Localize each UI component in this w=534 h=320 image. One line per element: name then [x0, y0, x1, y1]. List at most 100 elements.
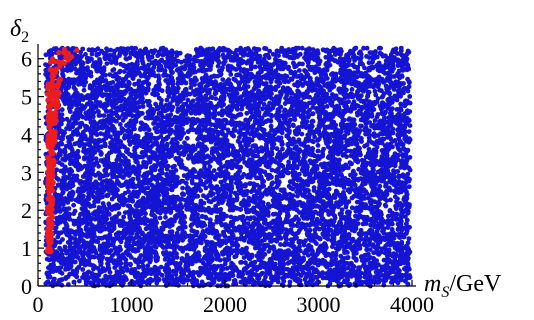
data-point: [372, 118, 378, 123]
data-point: [364, 142, 370, 148]
data-point: [402, 136, 408, 142]
data-point: [238, 112, 244, 117]
data-point: [106, 249, 112, 255]
data-point: [245, 174, 250, 180]
data-point: [379, 272, 385, 278]
data-point: [184, 206, 190, 212]
data-point: [221, 60, 227, 65]
data-point: [245, 84, 251, 89]
data-point: [80, 94, 86, 100]
data-point: [297, 68, 302, 73]
data-point: [315, 148, 321, 154]
data-point: [401, 90, 406, 96]
data-point: [96, 282, 101, 288]
data-point: [295, 193, 300, 199]
data-point: [137, 127, 143, 132]
data-point: [145, 54, 151, 60]
data-point: [239, 259, 244, 265]
data-point: [248, 109, 254, 115]
data-point: [252, 153, 257, 159]
data-point: [59, 107, 65, 113]
data-point: [231, 126, 237, 132]
data-point: [61, 170, 67, 176]
data-point: [406, 129, 412, 135]
series-blue: [43, 45, 413, 289]
data-point: [169, 275, 175, 281]
data-point: [149, 67, 155, 72]
data-point: [269, 167, 275, 173]
data-point: [389, 217, 395, 223]
data-point: [233, 67, 239, 72]
data-point: [248, 181, 253, 186]
data-point: [289, 77, 295, 82]
data-point: [173, 272, 179, 277]
data-point: [353, 142, 359, 147]
data-point: [75, 148, 81, 154]
data-point: [324, 104, 330, 109]
data-point: [76, 154, 82, 160]
data-point: [46, 257, 52, 263]
data-point: [218, 221, 224, 226]
data-point: [274, 48, 280, 54]
data-point: [258, 265, 263, 271]
data-point: [345, 255, 351, 260]
data-point: [269, 238, 274, 244]
data-point: [80, 267, 86, 272]
data-point: [80, 275, 85, 280]
data-point: [260, 106, 265, 112]
data-point: [310, 111, 316, 117]
data-point: [347, 188, 353, 193]
data-point: [180, 185, 186, 191]
data-point: [336, 87, 342, 93]
data-point: [217, 243, 223, 248]
data-point: [71, 211, 77, 217]
data-point: [194, 130, 200, 135]
data-point: [384, 263, 390, 269]
data-point: [220, 77, 226, 82]
data-point: [211, 168, 217, 174]
data-point: [406, 236, 412, 242]
data-point: [287, 179, 293, 185]
data-point: [122, 89, 128, 94]
data-point: [201, 137, 206, 143]
data-point: [124, 179, 130, 185]
data-point: [179, 178, 184, 184]
data-point: [270, 180, 276, 186]
data-point: [334, 224, 340, 229]
data-point: [157, 215, 163, 221]
data-point: [159, 272, 165, 278]
data-point: [315, 143, 321, 148]
data-point: [159, 170, 165, 176]
data-point: [143, 211, 148, 217]
data-point: [396, 179, 402, 184]
data-point: [117, 122, 123, 127]
data-point: [170, 78, 176, 84]
data-point: [243, 260, 248, 266]
data-point: [136, 264, 142, 270]
data-point: [364, 45, 370, 51]
data-point: [192, 168, 198, 174]
plot-points: [43, 45, 413, 289]
data-point: [261, 81, 267, 87]
data-point: [152, 48, 158, 54]
data-point: [375, 169, 381, 175]
data-point: [358, 117, 364, 123]
data-point: [364, 247, 370, 253]
data-point: [407, 123, 413, 128]
data-point: [371, 250, 376, 256]
data-point: [333, 256, 338, 262]
data-point: [405, 240, 411, 246]
data-point: [349, 87, 355, 92]
data-point: [244, 110, 250, 116]
data-point: [238, 127, 244, 132]
data-point: [105, 193, 110, 199]
data-point: [388, 197, 393, 203]
data-point: [295, 230, 301, 236]
data-point: [291, 123, 296, 129]
data-point: [268, 175, 273, 180]
data-point: [305, 182, 311, 188]
data-point: [361, 45, 366, 51]
data-point: [362, 65, 367, 71]
data-point: [224, 266, 230, 271]
